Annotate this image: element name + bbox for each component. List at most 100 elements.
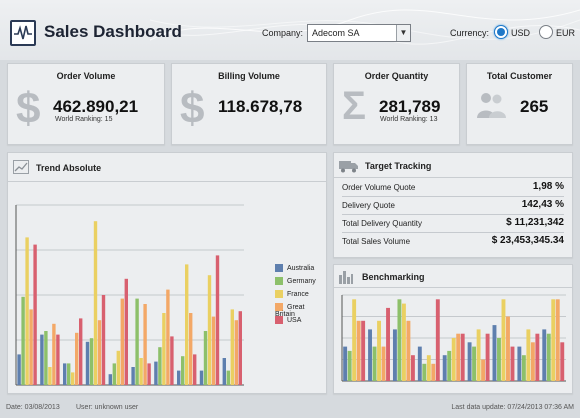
divider [334, 287, 572, 288]
bar-france-6 [476, 329, 481, 381]
bar-france-4 [93, 221, 98, 385]
target-row-value: 142,43 % [521, 199, 564, 210]
bar-great-britain-7 [506, 316, 510, 381]
bar-usa-8 [193, 354, 197, 385]
bar-germany-8 [181, 356, 185, 385]
target-row-total-delivery-quantity: Total Delivery Quantity $ 11,231,342 [342, 215, 564, 233]
divider [334, 177, 572, 178]
sigma-icon: Σ [342, 84, 367, 128]
bar-australia-9 [542, 329, 547, 381]
bar-usa-9 [560, 342, 565, 381]
benchmarking-chart [341, 294, 566, 382]
target-row-label: Total Delivery Quantity [342, 219, 423, 228]
divider [8, 181, 326, 182]
kpi-card-billing-volume: Billing Volume $ 118.678,78 [171, 63, 327, 145]
bar-usa-7 [170, 336, 174, 385]
kpi-title: Order Quantity [364, 71, 429, 81]
bar-usa-3 [410, 355, 415, 381]
bar-australia-1 [343, 346, 348, 381]
bar-germany-9 [546, 333, 551, 381]
target-row-value: 1,98 % [532, 181, 564, 192]
kpi-title: Total Customer [486, 71, 553, 81]
bar-germany-4 [422, 363, 427, 381]
panel-title: Benchmarking [362, 272, 425, 282]
bar-france-2 [377, 320, 381, 381]
legend-label: USA [287, 316, 302, 324]
legend-label: Great Britain [275, 303, 305, 318]
bar-great-britain-1 [356, 320, 361, 381]
bar-germany-6 [135, 298, 139, 385]
bar-usa-3 [79, 318, 83, 385]
bar-france-9 [551, 299, 556, 381]
bar-usa-4 [101, 295, 106, 385]
dropdown-arrow-icon[interactable]: ▼ [396, 25, 410, 41]
dollar-icon: $ [180, 84, 205, 133]
bar-usa-6 [485, 333, 490, 381]
bar-australia-8 [177, 370, 181, 385]
bar-france-7 [162, 313, 166, 385]
company-label: Company: [262, 28, 304, 38]
bar-germany-2 [372, 346, 377, 381]
bar-france-5 [116, 350, 120, 385]
footer: Date: 03/08/2013 User: unknown user Last… [0, 400, 580, 418]
benchmarking-panel: Benchmarking [333, 264, 573, 394]
bar-france-4 [426, 355, 431, 381]
bar-australia-2 [368, 329, 372, 381]
panel-title: Trend Absolute [36, 163, 102, 173]
bar-usa-8 [535, 333, 540, 381]
bar-germany-1 [347, 350, 352, 381]
kpi-value: 462.890,21 [53, 97, 139, 116]
bar-france-8 [526, 329, 531, 381]
bar-great-britain-8 [189, 313, 193, 385]
legend-swatch [275, 277, 283, 285]
footer-user: User: unknown user [76, 404, 139, 411]
bar-australia-3 [392, 329, 397, 381]
bar-australia-1 [17, 354, 21, 385]
bar-france-5 [451, 338, 456, 381]
bar-usa-2 [56, 334, 60, 385]
legend-label: Germany [287, 277, 316, 285]
bar-great-britain-5 [456, 333, 461, 381]
kpi-card-order-quantity: Order Quantity Σ 281,789 World Ranking: … [333, 63, 460, 145]
legend-swatch [275, 290, 283, 298]
bar-australia-7 [154, 361, 158, 385]
legend-item-usa: USA [275, 316, 301, 324]
page-title: Sales Dashboard [44, 22, 182, 41]
bar-germany-7 [158, 347, 162, 385]
bar-australia-7 [492, 325, 497, 381]
footer-date: Date: 03/08/2013 [6, 404, 60, 411]
bar-germany-5 [447, 350, 452, 381]
kpi-subtext: World Ranking: 15 [55, 116, 113, 123]
bar-france-7 [501, 299, 506, 381]
bar-germany-3 [67, 363, 71, 385]
target-row-value: $ 11,231,342 [506, 217, 564, 228]
bar-germany-2 [44, 331, 48, 385]
legend-swatch [275, 303, 283, 311]
legend-item-australia: Australia [275, 264, 314, 272]
bar-france-1 [352, 299, 357, 381]
truck-icon [339, 161, 358, 173]
currency-radio-eur[interactable] [539, 25, 553, 39]
bar-usa-5 [124, 278, 128, 385]
legend-swatch [275, 316, 283, 324]
bar-great-britain-5 [120, 298, 124, 385]
bar-usa-10 [238, 311, 242, 385]
bar-france-3 [71, 372, 75, 385]
bar-australia-6 [131, 367, 135, 385]
panel-title: Target Tracking [365, 161, 432, 171]
kpi-title: Billing Volume [218, 71, 280, 81]
company-select-value: Adecom SA [312, 28, 360, 38]
target-tracking-panel: Target Tracking Order Volume Quote 1,98 … [333, 152, 573, 258]
bar-great-britain-4 [97, 320, 102, 385]
target-row-order-volume-quote: Order Volume Quote 1,98 % [342, 179, 564, 197]
bar-france-10 [230, 309, 234, 385]
bar-france-3 [401, 303, 406, 381]
bar-australia-3 [63, 363, 67, 385]
bar-australia-5 [108, 374, 112, 385]
currency-label-eur: EUR [556, 28, 576, 38]
currency-radio-usd[interactable] [494, 25, 508, 39]
kpi-value: 281,789 [379, 97, 441, 116]
trend-absolute-chart [15, 204, 244, 386]
kpi-value: 265 [520, 97, 549, 116]
company-select[interactable]: Adecom SA ▼ [307, 24, 411, 42]
